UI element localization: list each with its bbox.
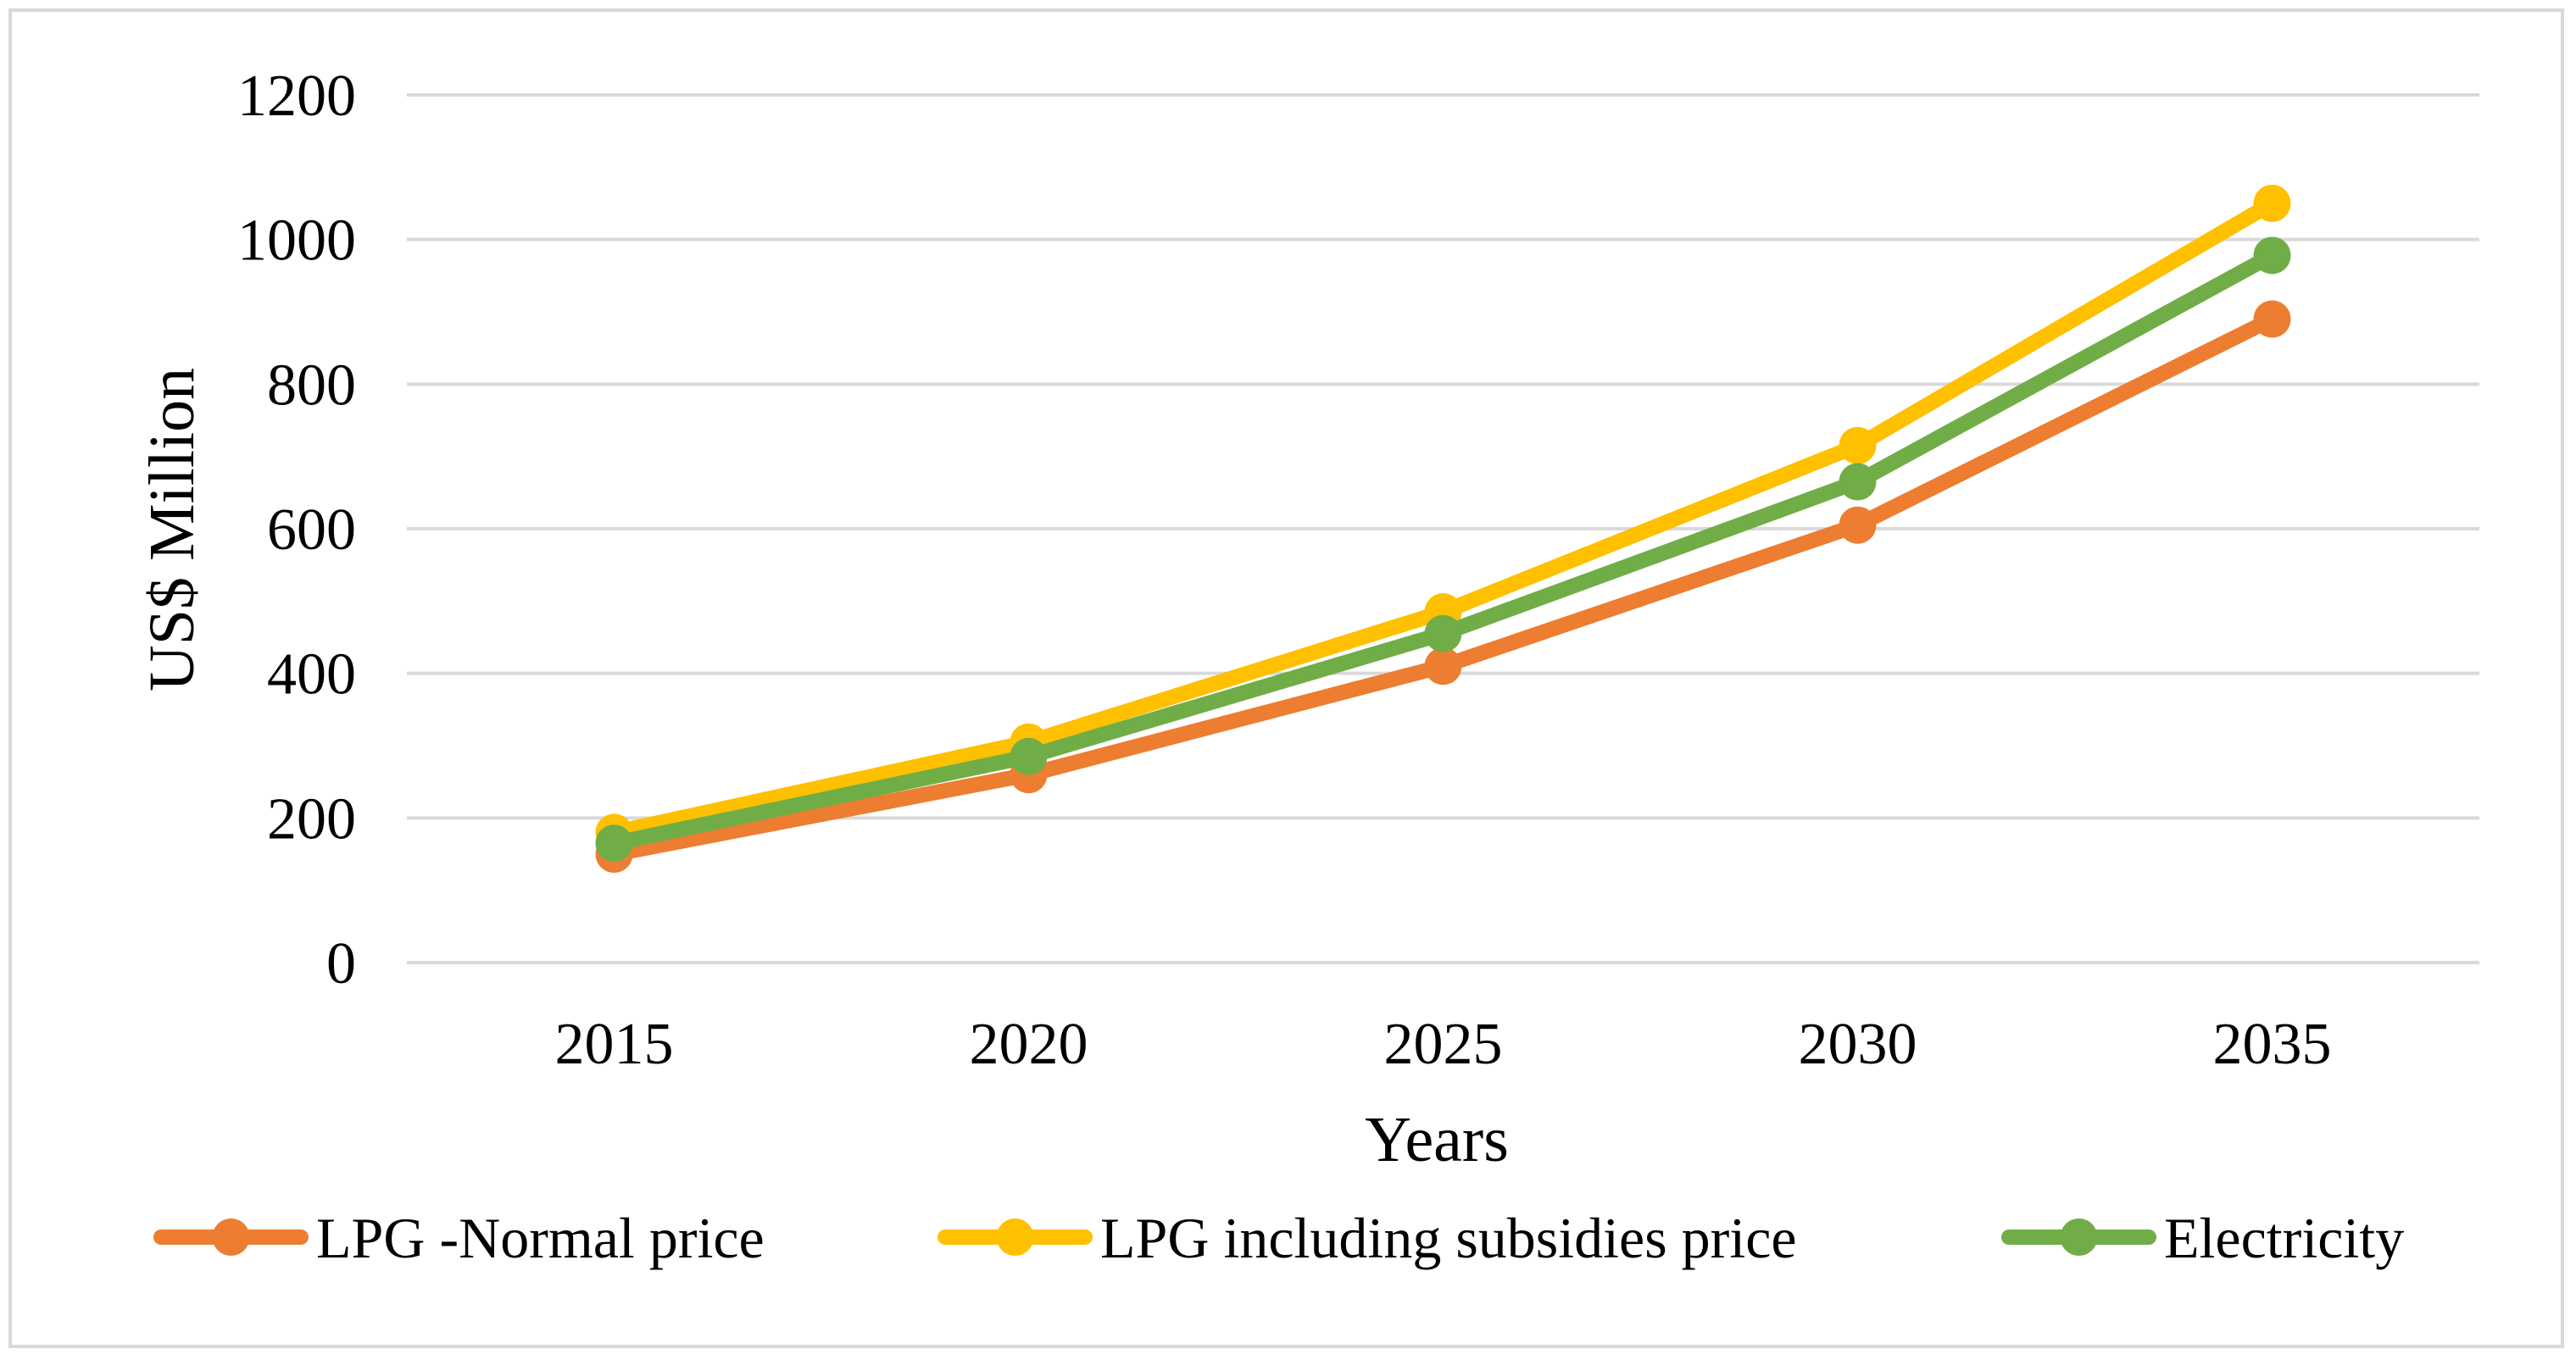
data-point (2253, 185, 2291, 222)
x-tick-label: 2020 (970, 1012, 1088, 1077)
y-tick-label: 800 (267, 352, 356, 418)
y-tick-label: 200 (267, 786, 356, 852)
data-point (1839, 506, 1877, 544)
data-point (1424, 614, 1462, 652)
series-layer (595, 185, 2291, 873)
legend-label: LPG -Normal price (316, 1206, 765, 1270)
legend-swatch-marker (212, 1218, 250, 1256)
x-axis-title: Years (1365, 1104, 1509, 1175)
x-tick-label: 2035 (2213, 1012, 2332, 1077)
data-point (1424, 647, 1462, 686)
legend: LPG -Normal price LPG including subsidies… (153, 1206, 2404, 1270)
data-point (595, 824, 633, 863)
series-3 (595, 236, 2291, 863)
data-point (2253, 236, 2291, 275)
data-point (1839, 463, 1877, 501)
x-tick-label: 2025 (1384, 1012, 1503, 1077)
x-axis-ticks: 2015 2020 2025 2030 2035 (555, 1012, 2332, 1077)
y-tick-label: 1000 (237, 208, 356, 274)
legend-item: Electricity (2001, 1206, 2404, 1270)
legend-swatch-marker (996, 1218, 1034, 1256)
data-point (2253, 300, 2291, 338)
y-tick-label: 1200 (237, 64, 356, 129)
y-axis-ticks: 0 200 400 600 800 1000 1200 (237, 64, 356, 996)
series-line (606, 196, 2280, 841)
y-tick-label: 600 (267, 497, 356, 563)
legend-label: Electricity (2164, 1206, 2404, 1270)
x-tick-label: 2030 (1799, 1012, 1917, 1077)
legend-item: LPG including subsidies price (937, 1206, 1797, 1270)
legend-label: LPG including subsidies price (1100, 1206, 1797, 1270)
y-tick-label: 400 (267, 642, 356, 708)
series-2 (595, 185, 2291, 852)
y-tick-label: 0 (326, 931, 356, 996)
data-point (1010, 737, 1048, 775)
y-axis-title: US$ Million (136, 368, 208, 691)
legend-item: LPG -Normal price (153, 1206, 765, 1270)
legend-swatch-marker (2060, 1218, 2098, 1256)
data-point (1839, 426, 1877, 464)
x-tick-label: 2015 (555, 1012, 674, 1077)
